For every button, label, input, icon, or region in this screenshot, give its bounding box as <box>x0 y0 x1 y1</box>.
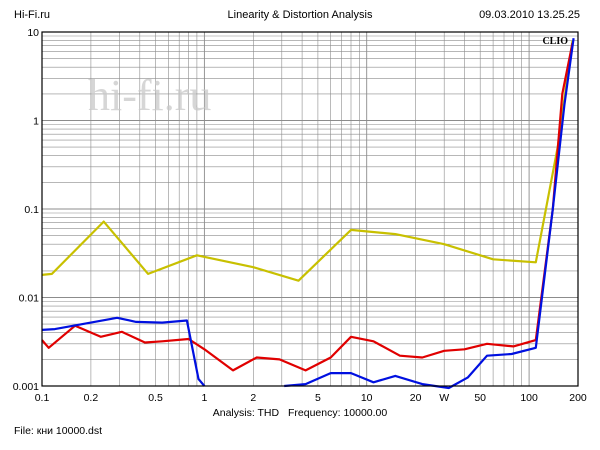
x-tick-label: 20 <box>410 392 422 404</box>
series-line-1 <box>41 40 574 282</box>
clio-brand-label: CLIO <box>542 36 568 47</box>
y-tick-label: 0.01 <box>19 293 40 305</box>
plot-frame <box>41 31 579 387</box>
x-axis-ticks: 0.1 0.2 0.5 1 2 5 10 20 W 50 100 200 <box>35 392 587 404</box>
y-axis-ticks: 10 1 0.1 0.01 0.001 <box>13 27 39 393</box>
y-tick-label: 1 <box>33 116 39 128</box>
y-tick-label: 0.001 <box>13 381 39 393</box>
series-layer <box>41 38 575 390</box>
x-tick-label: 0.1 <box>35 392 50 404</box>
series-line-3 <box>41 316 206 387</box>
x-tick-label: 0.2 <box>84 392 99 404</box>
series-line-3b <box>284 38 575 390</box>
analysis-type: Analysis: THD <box>212 407 280 419</box>
x-tick-label: 10 <box>361 392 373 404</box>
x-tick-label: 1 <box>201 392 207 404</box>
header-app-name: Hi-Fi.ru <box>14 9 51 21</box>
x-tick-label: 50 <box>474 392 486 404</box>
x-tick-label: 2 <box>250 392 256 404</box>
x-tick-label: W <box>439 392 449 404</box>
x-tick-label: 0.5 <box>148 392 163 404</box>
header-title: Linearity & Distortion Analysis <box>227 9 373 21</box>
x-tick-label: 5 <box>315 392 321 404</box>
analysis-frequency: Frequency: 10000.00 <box>288 407 388 419</box>
y-tick-label: 10 <box>27 27 39 39</box>
x-tick-label: 200 <box>569 392 587 404</box>
analysis-info: Analysis: THD Frequency: 10000.00 <box>0 407 600 419</box>
file-name: File: кни 10000.dst <box>14 425 103 437</box>
watermark-logo: hi-fi.ru <box>88 71 211 120</box>
header-timestamp: 09.03.2010 13.25.25 <box>479 9 580 21</box>
y-tick-label: 0.1 <box>24 204 39 216</box>
grid <box>42 32 578 386</box>
series-line-2 <box>41 42 574 372</box>
x-tick-label: 100 <box>520 392 538 404</box>
